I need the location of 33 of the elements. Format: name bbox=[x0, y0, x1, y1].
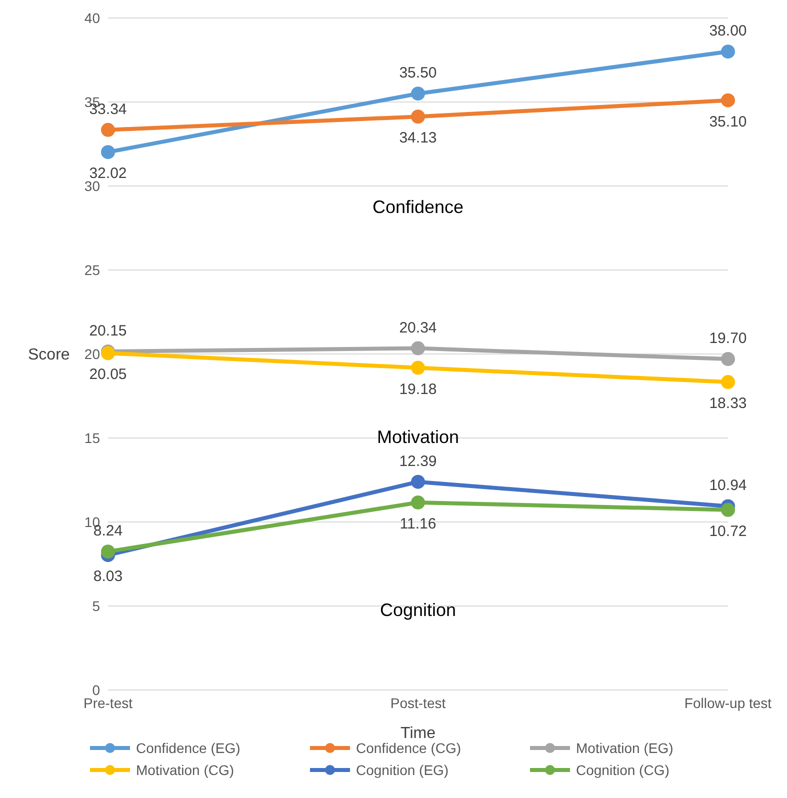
data-label: 18.33 bbox=[709, 395, 747, 412]
x-tick-label: Post-test bbox=[390, 694, 446, 711]
data-label: 20.34 bbox=[399, 319, 437, 336]
data-label: 35.50 bbox=[399, 64, 437, 82]
data-label: 35.10 bbox=[709, 113, 747, 130]
y-tick-label: 40 bbox=[84, 10, 100, 26]
y-tick-label: 15 bbox=[84, 430, 100, 446]
data-label: 20.15 bbox=[89, 322, 127, 340]
data-label: 38.00 bbox=[709, 22, 747, 40]
y-tick-label: 25 bbox=[84, 262, 100, 278]
data-label: 19.18 bbox=[399, 380, 437, 398]
data-label: 10.72 bbox=[709, 522, 747, 540]
x-tick-label: Follow-up test bbox=[684, 694, 772, 711]
legend-label: Motivation (EG) bbox=[576, 740, 674, 756]
annotation: Cognition bbox=[380, 600, 456, 620]
annotation: Confidence bbox=[372, 196, 464, 217]
data-label: 34.13 bbox=[399, 130, 437, 147]
data-label: 8.03 bbox=[93, 568, 123, 586]
legend-label: Cognition (EG) bbox=[356, 762, 449, 778]
data-label: 20.05 bbox=[89, 366, 127, 384]
y-tick-label: 20 bbox=[84, 346, 100, 362]
data-label: 19.70 bbox=[709, 330, 747, 348]
legend-label: Confidence (EG) bbox=[136, 740, 240, 756]
legend-label: Cognition (CG) bbox=[576, 762, 670, 778]
legend-label: Motivation (CG) bbox=[136, 762, 234, 778]
x-axis-title: Time bbox=[400, 725, 436, 742]
y-axis-title: Score bbox=[28, 346, 70, 364]
data-label: 10.94 bbox=[709, 477, 747, 494]
data-label: 11.16 bbox=[400, 516, 436, 533]
data-label: 12.39 bbox=[399, 452, 437, 470]
annotation: Motivation bbox=[376, 426, 460, 447]
legend-label: Confidence (CG) bbox=[356, 740, 462, 756]
y-tick-label: 5 bbox=[92, 598, 100, 614]
